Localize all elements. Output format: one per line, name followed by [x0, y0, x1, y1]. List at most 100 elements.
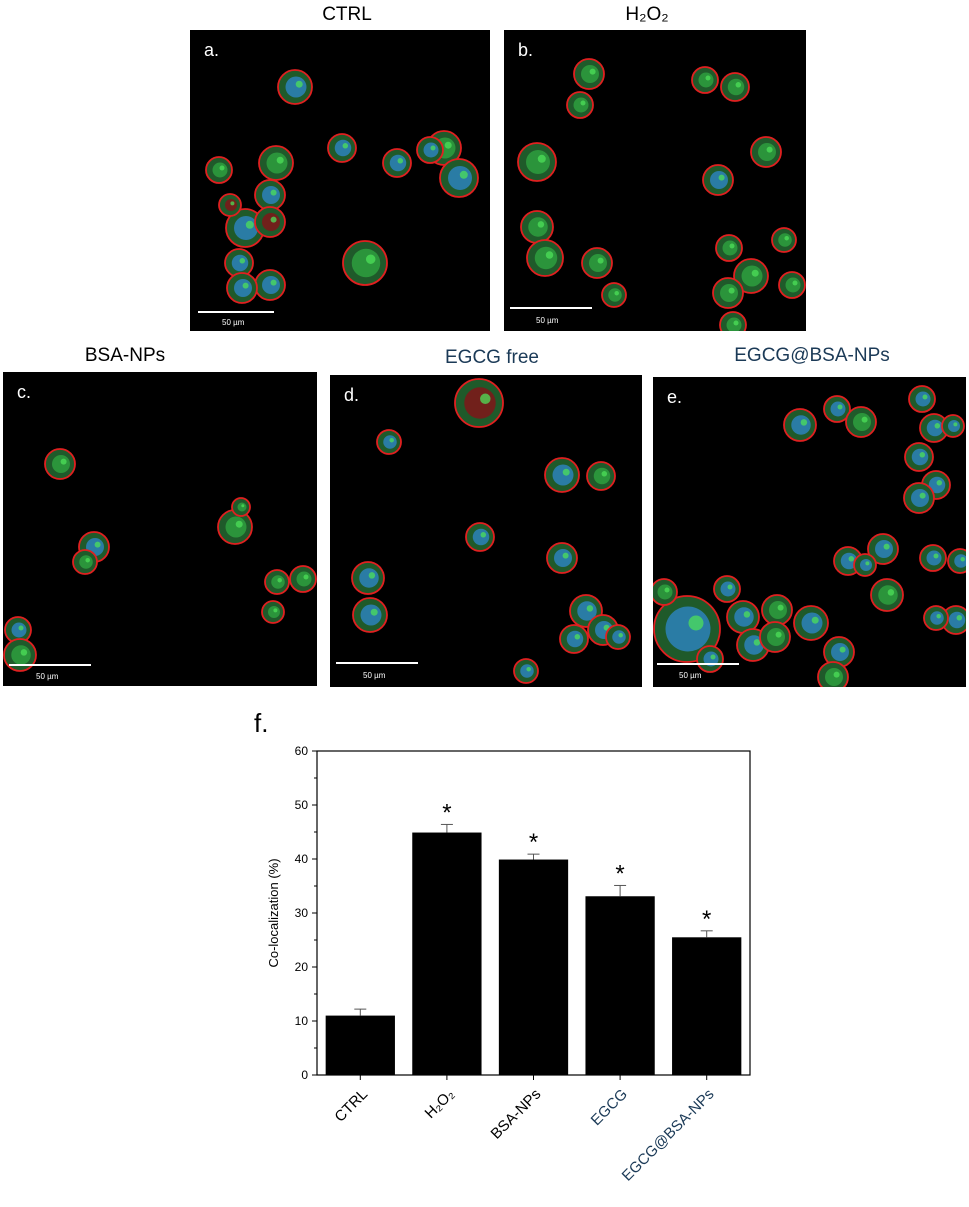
cell-nucleus	[926, 419, 944, 437]
green-signal	[242, 282, 249, 289]
micrograph-c: c. 50 µm	[3, 372, 317, 686]
green-signal	[277, 577, 282, 583]
green-signal	[753, 639, 761, 646]
green-signal	[887, 589, 895, 596]
cell-nucleus	[734, 607, 754, 627]
cell-nucleus	[791, 415, 811, 435]
cell-nucleus	[720, 581, 736, 597]
cell-nucleus	[52, 455, 70, 473]
panel-d-letter: d.	[344, 385, 360, 405]
green-signal	[397, 158, 404, 164]
cell-nucleus	[573, 97, 589, 113]
cell-nucleus	[526, 150, 550, 174]
cell-nucleus	[472, 528, 490, 546]
cell-nucleus	[231, 254, 249, 272]
cell-nucleus	[423, 142, 439, 158]
cell-nucleus	[612, 630, 626, 644]
cell-nucleus	[389, 154, 407, 172]
green-signal	[727, 584, 733, 590]
y-tick-label: 0	[301, 1068, 308, 1082]
cell-nucleus	[234, 279, 252, 297]
cell-nucleus	[722, 240, 738, 256]
green-signal	[94, 541, 101, 548]
cell-nucleus	[566, 630, 584, 648]
green-signal	[718, 174, 725, 181]
x-category-label: BSA-NPs	[488, 1086, 545, 1143]
green-signal	[710, 654, 716, 660]
green-signal	[239, 258, 246, 264]
green-signal	[597, 257, 604, 264]
bar	[498, 859, 569, 1075]
green-signal	[270, 189, 277, 196]
green-signal	[848, 556, 855, 562]
x-category-label: EGCG	[588, 1086, 631, 1129]
cell-nucleus	[285, 76, 307, 98]
green-signal	[241, 504, 245, 508]
significance-marker: *	[442, 799, 451, 826]
green-signal	[273, 608, 278, 613]
cell-nucleus	[11, 622, 27, 638]
cell-nucleus	[720, 284, 738, 302]
y-tick-label: 10	[295, 1014, 309, 1028]
cells-e	[653, 385, 966, 687]
green-signal	[276, 156, 284, 164]
scale-bar-e	[657, 663, 739, 665]
x-category-label: EGCG@BSA-NPs	[619, 1086, 718, 1185]
cell-nucleus	[589, 254, 607, 272]
green-signal	[618, 632, 623, 638]
green-signal	[664, 587, 670, 593]
green-signal	[586, 605, 594, 612]
cells-a	[205, 69, 479, 304]
green-signal	[728, 287, 735, 294]
x-category-label: CTRL	[331, 1086, 371, 1126]
panel-a-letter: a.	[204, 40, 220, 60]
green-signal	[270, 279, 277, 286]
cell-nucleus	[11, 645, 31, 665]
y-tick-label: 60	[295, 744, 309, 758]
cell-nucleus	[593, 467, 611, 485]
cell-nucleus	[657, 584, 673, 600]
green-signal	[480, 393, 491, 405]
cell-nucleus	[769, 601, 787, 619]
panel-d-title: EGCG free	[445, 347, 539, 368]
green-signal	[480, 532, 487, 538]
green-signal	[614, 290, 619, 296]
green-signal	[60, 458, 67, 465]
cell-nucleus	[554, 549, 572, 567]
cell-nucleus	[296, 571, 312, 587]
green-signal	[18, 625, 24, 631]
bar	[585, 896, 655, 1075]
y-tick-label: 30	[295, 906, 309, 920]
green-signal	[922, 394, 928, 400]
bar	[672, 937, 742, 1075]
scale-label-d: 50 µm	[363, 671, 386, 680]
panel-e-title: EGCG@BSA-NPs	[734, 345, 890, 366]
bar	[412, 832, 482, 1075]
cell-nucleus	[520, 664, 534, 678]
green-signal	[936, 613, 941, 619]
green-signal	[370, 608, 378, 616]
cells-b	[517, 58, 806, 331]
cell-nucleus	[225, 199, 237, 211]
green-signal	[936, 480, 943, 486]
scale-label-c: 50 µm	[36, 672, 59, 681]
cell-nucleus	[930, 611, 944, 625]
cell-nucleus	[853, 413, 871, 431]
significance-marker: *	[702, 906, 711, 933]
panel-c-title: BSA-NPs	[84, 345, 166, 366]
cell-nucleus	[351, 248, 381, 278]
green-signal	[245, 220, 254, 229]
cell-nucleus	[741, 265, 763, 287]
green-signal	[811, 616, 819, 624]
cell-nucleus	[758, 143, 776, 161]
plot-frame	[316, 750, 751, 1076]
panel-c-letter: c.	[17, 382, 32, 402]
green-signal	[729, 243, 735, 249]
cell-nucleus	[915, 391, 931, 407]
green-signal	[459, 170, 468, 179]
green-signal	[537, 154, 546, 163]
green-signal	[444, 141, 452, 149]
green-signal	[766, 146, 773, 153]
cell-nucleus	[830, 401, 846, 417]
green-signal	[784, 235, 789, 241]
